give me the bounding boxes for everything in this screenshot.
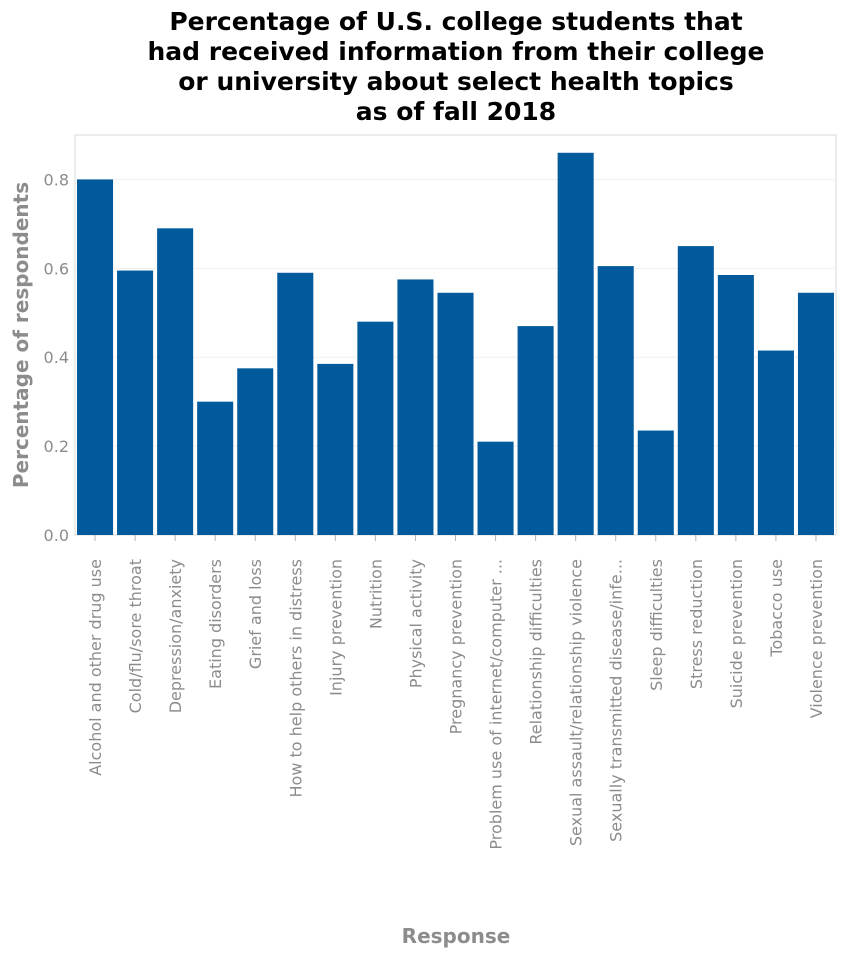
chart-title-line-1: Percentage of U.S. college students that <box>169 7 742 36</box>
x-tick-label: Cold/flu/sore throat <box>126 559 145 713</box>
bar <box>517 326 554 535</box>
x-tick-label: Physical activity <box>406 559 425 688</box>
bars <box>77 152 834 536</box>
bar <box>197 401 234 535</box>
x-tick-label: Sexual assault/relationship violence <box>567 559 586 846</box>
bar <box>477 441 514 535</box>
x-tick-label: Injury prevention <box>326 559 345 696</box>
x-tick-label: Sleep difficulties <box>647 559 666 691</box>
bar <box>717 275 754 535</box>
chart-title: Percentage of U.S. college students that… <box>148 7 765 126</box>
chart-title-line-3: or university about select health topics <box>178 67 734 96</box>
x-tick-label: Relationship difficulties <box>527 559 546 745</box>
bar <box>317 363 354 535</box>
bar <box>437 292 474 535</box>
bar <box>557 152 594 535</box>
bar <box>277 272 314 535</box>
x-tick-label: Stress reduction <box>687 559 706 689</box>
bar <box>637 430 674 535</box>
y-axis-title: Percentage of respondents <box>9 182 33 488</box>
x-tick-label: Nutrition <box>366 559 385 629</box>
chart-title-line-4: as of fall 2018 <box>356 97 556 126</box>
x-axis-title: Response <box>402 924 511 948</box>
bar <box>597 266 634 535</box>
x-tick-label: Grief and loss <box>246 559 265 669</box>
x-tick-label: Pregnancy prevention <box>447 559 466 734</box>
bar <box>237 368 274 535</box>
y-tick-label: 0.0 <box>44 526 69 545</box>
bar <box>157 228 194 536</box>
x-tick-label: Violence prevention <box>807 559 826 718</box>
x-tick-label: Depression/anxiety <box>166 559 185 713</box>
x-tick-label: Eating disorders <box>206 559 225 689</box>
x-axis-ticks: Alcohol and other drug use Cold/flu/sore … <box>86 535 826 850</box>
bar <box>77 179 114 535</box>
y-tick-label: 0.8 <box>44 170 69 189</box>
bar <box>757 350 794 535</box>
y-axis-ticks: 0.0 0.2 0.4 0.6 0.8 <box>44 170 69 545</box>
bar <box>357 321 394 535</box>
bar <box>677 246 714 535</box>
bar <box>797 292 834 535</box>
x-tick-label: Sexually transmitted disease/infe... <box>607 559 626 842</box>
bar <box>117 270 154 535</box>
chart-title-line-2: had received information from their coll… <box>148 37 765 66</box>
y-tick-label: 0.4 <box>44 348 69 367</box>
x-tick-label: Suicide prevention <box>727 559 746 708</box>
bar <box>397 279 434 535</box>
x-tick-label: Tobacco use <box>767 559 786 658</box>
x-tick-label: How to help others in distress <box>286 559 305 797</box>
y-tick-label: 0.6 <box>44 259 69 278</box>
x-tick-label: Problem use of internet/computer ... <box>487 559 506 850</box>
y-tick-label: 0.2 <box>44 437 69 456</box>
x-tick-label: Alcohol and other drug use <box>86 559 105 776</box>
